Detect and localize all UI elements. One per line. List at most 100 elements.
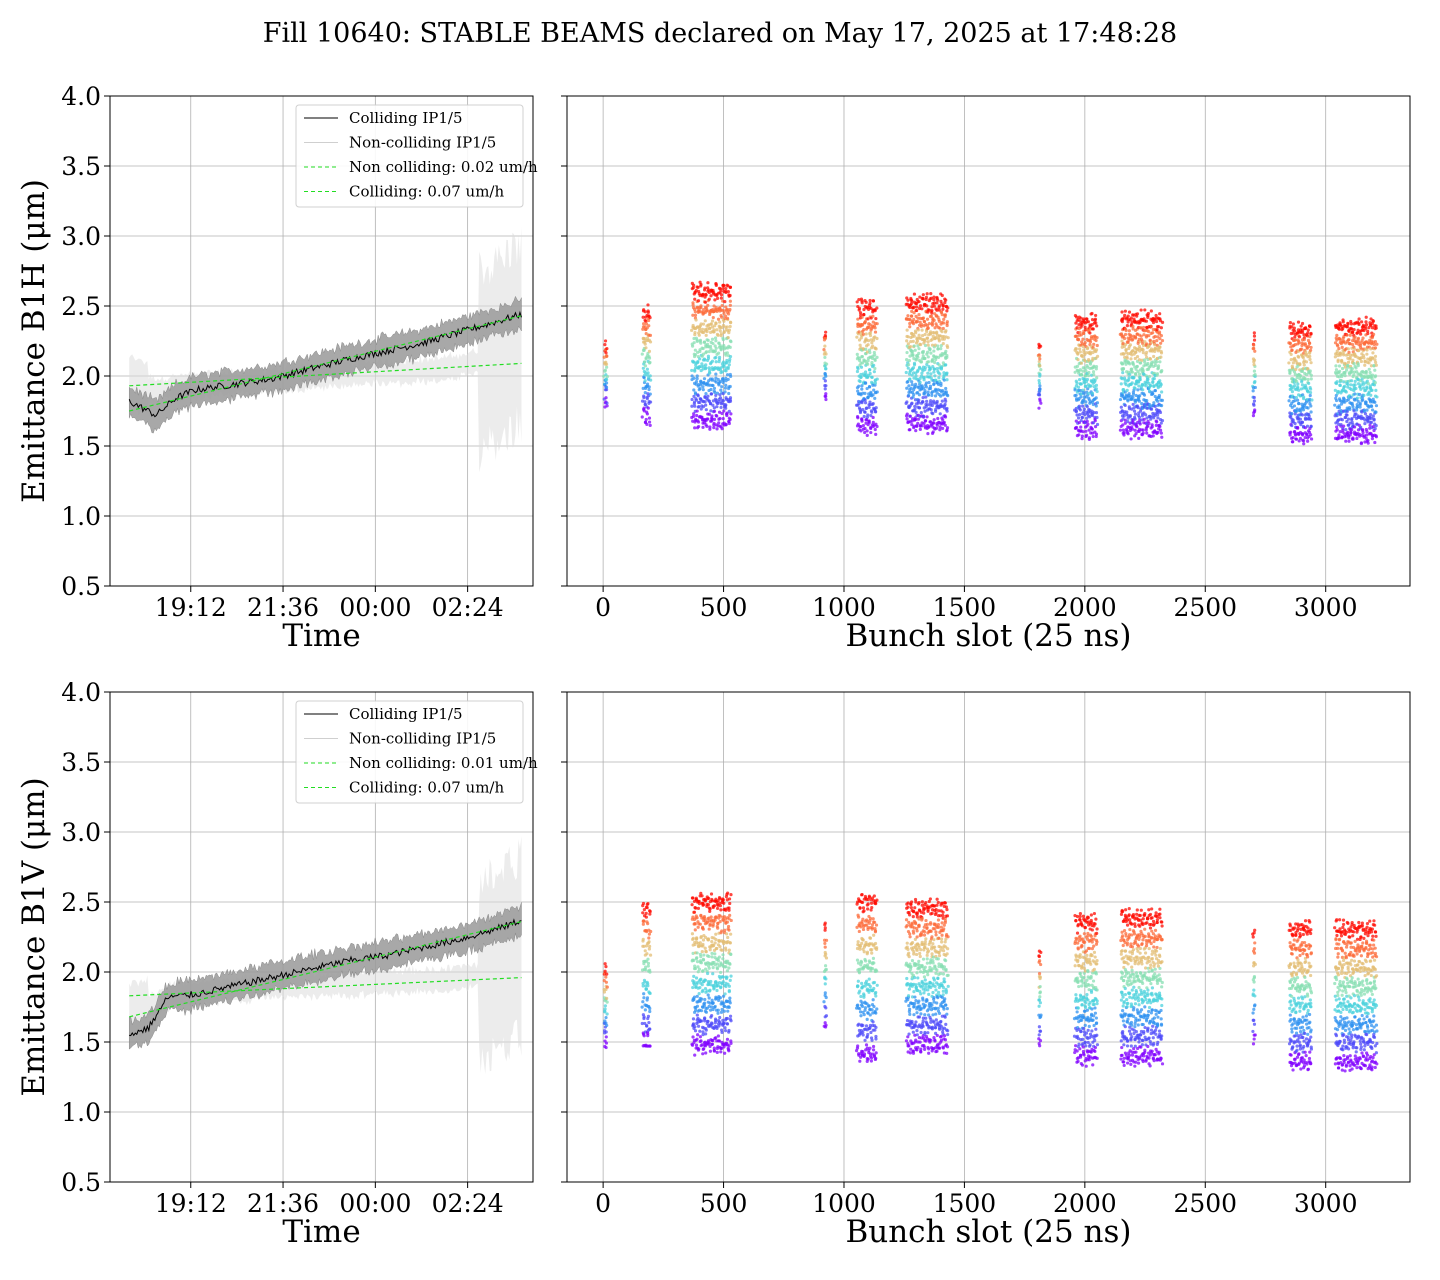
data-point [1094, 383, 1099, 387]
data-point [1336, 344, 1340, 348]
data-point [698, 400, 702, 405]
data-point [929, 372, 933, 376]
data-point [701, 988, 705, 992]
data-point [1365, 352, 1369, 356]
data-point [824, 995, 828, 1000]
legend-label: Colliding IP1/5 [349, 109, 463, 127]
data-point [603, 962, 607, 966]
data-point [694, 318, 698, 322]
data-point [906, 947, 910, 951]
data-point [860, 919, 864, 924]
data-point [695, 376, 699, 381]
data-point [929, 330, 933, 334]
data-point [907, 393, 911, 398]
data-point [1037, 353, 1041, 357]
data-point [728, 996, 732, 1000]
data-point [717, 351, 721, 355]
data-point [605, 1023, 609, 1028]
noncolliding-band [129, 226, 522, 473]
data-point [1139, 308, 1143, 312]
data-point [865, 433, 869, 437]
data-point [725, 411, 729, 415]
data-point [603, 339, 608, 343]
data-point [1081, 430, 1085, 434]
data-point [920, 400, 925, 404]
data-point [918, 320, 922, 324]
data-point [1130, 425, 1134, 429]
data-point [1159, 431, 1163, 435]
data-point [932, 301, 937, 305]
data-point [1293, 399, 1297, 403]
data-point [1291, 322, 1295, 326]
data-point [710, 359, 715, 363]
data-point [725, 1022, 730, 1026]
data-point [727, 966, 731, 970]
data-point [869, 409, 874, 413]
data-point [906, 314, 910, 318]
data-point [1126, 432, 1130, 436]
data-point [704, 293, 708, 297]
data-point [710, 319, 715, 323]
data-point [701, 927, 705, 931]
data-point [1296, 385, 1300, 389]
data-point [691, 303, 695, 307]
data-point [1291, 440, 1295, 444]
data-point [704, 950, 708, 954]
data-point [709, 294, 713, 298]
data-point [870, 1038, 874, 1042]
legend-label: Non colliding: 0.01 um/h [349, 754, 538, 772]
data-point [1086, 422, 1090, 426]
data-point [719, 908, 723, 912]
data-point [605, 374, 610, 379]
data-point [1346, 322, 1350, 326]
data-point [711, 965, 715, 970]
y-tick-label: 2.5 [61, 292, 101, 321]
data-point [940, 399, 944, 403]
data-point [1306, 331, 1310, 335]
data-point [870, 360, 874, 365]
data-point [1078, 350, 1082, 354]
data-point [1146, 361, 1150, 366]
data-point [907, 987, 912, 991]
x-tick-label: 2000 [1053, 593, 1117, 622]
y-axis-label: Emittance B1H (μm) [16, 179, 52, 503]
data-point [874, 901, 878, 906]
data-point [928, 347, 932, 351]
data-point [867, 977, 871, 981]
data-point [709, 915, 713, 919]
data-point [919, 410, 923, 415]
data-point [1079, 382, 1084, 386]
data-point [648, 400, 653, 404]
data-point [1085, 416, 1089, 420]
data-point [930, 393, 934, 397]
data-point [1344, 427, 1348, 432]
data-point [945, 409, 949, 413]
data-point [912, 990, 916, 994]
data-point [1359, 320, 1364, 324]
data-point [1353, 383, 1357, 387]
data-point [722, 319, 726, 323]
data-point [690, 374, 694, 378]
data-point [704, 366, 708, 370]
data-point [943, 313, 948, 317]
data-point [1138, 361, 1142, 365]
data-point [1346, 382, 1350, 387]
data-point [1299, 374, 1303, 378]
data-point [1358, 392, 1362, 397]
data-point [712, 423, 716, 427]
data-point [722, 409, 726, 413]
data-point [724, 353, 728, 357]
data-point [645, 422, 649, 426]
data-point [694, 906, 698, 910]
data-point [728, 398, 732, 402]
data-point [1374, 363, 1378, 367]
data-point [1144, 428, 1148, 432]
data-point [1130, 370, 1134, 374]
x-tick-label: 1500 [933, 593, 997, 622]
data-point [1151, 380, 1155, 385]
data-point [926, 340, 930, 344]
data-point [605, 365, 609, 369]
data-point [1288, 321, 1292, 325]
data-point [911, 914, 915, 919]
data-point [1344, 368, 1349, 372]
